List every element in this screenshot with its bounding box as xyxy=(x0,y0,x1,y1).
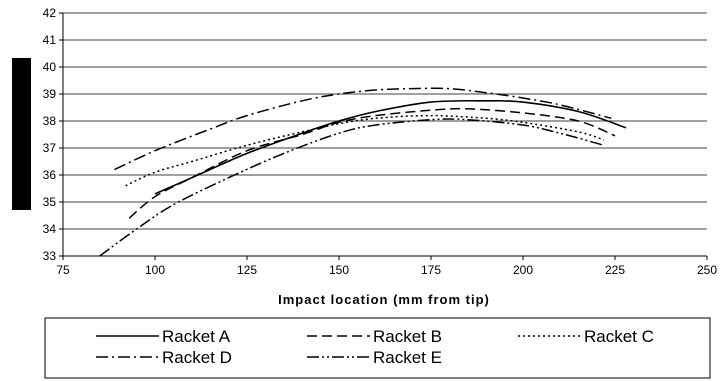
black-bar-marker xyxy=(12,58,31,210)
x-tick-label-4: 175 xyxy=(421,263,441,277)
series-line-racket-d xyxy=(114,87,612,171)
legend-label-racket-e: Racket E xyxy=(373,348,442,367)
legend-label-racket-d: Racket D xyxy=(162,348,232,367)
series-line-racket-c xyxy=(125,114,605,187)
legend-label-racket-b: Racket B xyxy=(373,327,442,346)
series-line-racket-e xyxy=(99,118,605,257)
y-tick-labels: 33 34 35 36 37 38 39 40 41 42 xyxy=(43,6,63,263)
x-axis-label: Impact location (mm from tip) xyxy=(278,292,490,307)
y-tick-label-1: 34 xyxy=(43,222,57,236)
x-tick-label-6: 225 xyxy=(605,263,625,277)
y-tick-label-8: 41 xyxy=(43,33,57,47)
x-tick-label-5: 200 xyxy=(513,263,533,277)
y-tick-label-6: 39 xyxy=(43,87,57,101)
series-line-racket-a xyxy=(154,99,627,195)
x-tick-label-7: 250 xyxy=(697,263,717,277)
x-tick-label-1: 100 xyxy=(145,263,165,277)
y-tick-label-4: 37 xyxy=(43,141,57,155)
grid-lines xyxy=(63,12,707,257)
axes xyxy=(62,13,707,257)
x-tick-labels: 75 100 125 150 175 200 225 250 xyxy=(56,256,717,277)
y-tick-label-7: 40 xyxy=(43,60,57,74)
legend-box xyxy=(44,317,711,379)
legend: Racket A Racket B Racket C Racket D Racket E xyxy=(44,317,711,379)
series-line-racket-b xyxy=(128,107,616,219)
x-tick-label-0: 75 xyxy=(56,263,70,277)
x-tick-label-2: 125 xyxy=(237,263,257,277)
legend-label-racket-a: Racket A xyxy=(162,327,231,346)
y-tick-label-0: 33 xyxy=(43,249,57,263)
y-tick-label-5: 38 xyxy=(43,114,57,128)
y-tick-label-3: 36 xyxy=(43,168,57,182)
x-tick-label-3: 150 xyxy=(329,263,349,277)
y-tick-label-2: 35 xyxy=(43,195,57,209)
y-tick-label-9: 42 xyxy=(43,6,57,20)
series-lines xyxy=(99,87,627,257)
legend-label-racket-c: Racket C xyxy=(584,327,654,346)
